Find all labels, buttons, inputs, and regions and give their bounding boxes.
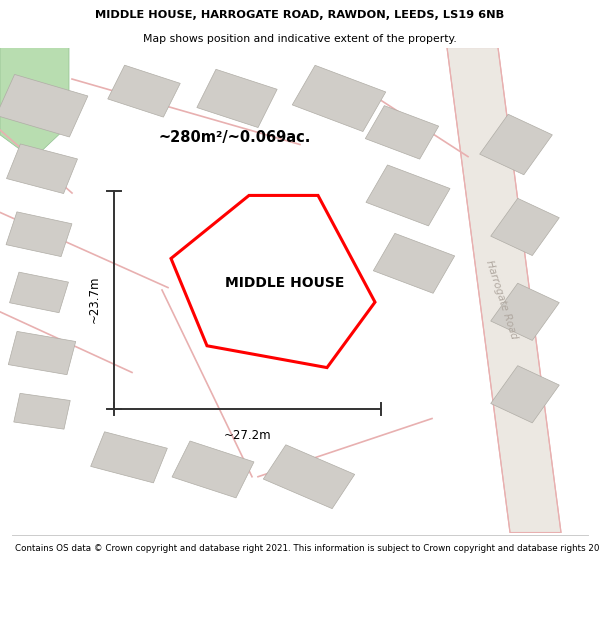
Polygon shape (8, 331, 76, 375)
Polygon shape (91, 432, 167, 483)
Polygon shape (479, 114, 553, 175)
Polygon shape (491, 198, 559, 256)
Polygon shape (10, 272, 68, 312)
Polygon shape (14, 393, 70, 429)
Text: Harrogate Road: Harrogate Road (484, 259, 518, 341)
Polygon shape (365, 106, 439, 159)
Polygon shape (7, 144, 77, 194)
Polygon shape (491, 283, 559, 341)
Polygon shape (108, 65, 180, 117)
Polygon shape (366, 165, 450, 226)
Polygon shape (0, 48, 69, 159)
Polygon shape (197, 69, 277, 128)
Polygon shape (0, 74, 88, 137)
Text: Map shows position and indicative extent of the property.: Map shows position and indicative extent… (143, 34, 457, 44)
Polygon shape (373, 233, 455, 293)
Text: MIDDLE HOUSE: MIDDLE HOUSE (226, 276, 344, 290)
Polygon shape (171, 196, 375, 368)
Polygon shape (6, 212, 72, 257)
Polygon shape (447, 48, 561, 532)
Text: Contains OS data © Crown copyright and database right 2021. This information is : Contains OS data © Crown copyright and d… (15, 544, 600, 552)
Polygon shape (491, 366, 559, 423)
Polygon shape (292, 66, 386, 131)
Text: ~280m²/~0.069ac.: ~280m²/~0.069ac. (159, 130, 311, 145)
Text: ~27.2m: ~27.2m (224, 429, 271, 442)
Polygon shape (263, 445, 355, 509)
Text: MIDDLE HOUSE, HARROGATE ROAD, RAWDON, LEEDS, LS19 6NB: MIDDLE HOUSE, HARROGATE ROAD, RAWDON, LE… (95, 11, 505, 21)
Polygon shape (172, 441, 254, 498)
Text: ~23.7m: ~23.7m (88, 276, 101, 324)
